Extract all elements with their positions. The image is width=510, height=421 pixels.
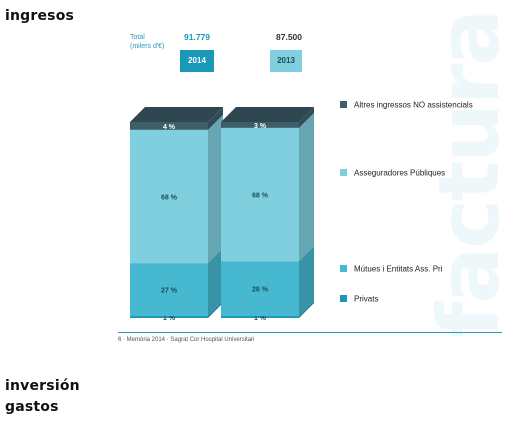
bar-segment-2013-mutues bbox=[221, 261, 299, 317]
bar-segment-2013-privats bbox=[221, 316, 299, 318]
bar-side-2013-asseguradores bbox=[299, 112, 314, 262]
year-label-2013: 2013 bbox=[270, 50, 302, 72]
bar-top-2013 bbox=[221, 107, 314, 122]
legend-swatch-mutues bbox=[340, 265, 347, 272]
total-label: Total (milers d'€) bbox=[130, 33, 190, 51]
legend-swatch-privats bbox=[340, 295, 347, 302]
section-heading-gastos: gastos bbox=[5, 399, 59, 415]
total-value-2013: 87.500 bbox=[276, 32, 302, 42]
legend-swatch-asseguradores bbox=[340, 169, 347, 176]
bar-side-2014-mutues bbox=[208, 248, 223, 317]
bar-segment-2014-asseguradores bbox=[130, 129, 208, 264]
data-label-2014-privats: 1 % bbox=[163, 315, 176, 322]
data-label-2014-altres: 4 % bbox=[163, 124, 176, 131]
bar-segment-2014-altres bbox=[130, 122, 208, 130]
legend-label-asseguradores: Asseguradores Públiques bbox=[354, 169, 445, 178]
bar-segment-2013-asseguradores bbox=[221, 127, 299, 262]
footer-divider bbox=[118, 332, 502, 333]
legend-label-mutues: Mútues i Entitats Ass. Pri bbox=[354, 265, 443, 274]
bar-side-2014-privats bbox=[208, 301, 223, 318]
total-value-2014: 91.779 bbox=[184, 32, 210, 42]
legend-swatch-altres bbox=[340, 101, 347, 108]
data-label-2014-asseguradores: 68 % bbox=[161, 194, 178, 201]
bar-segment-2014-privats bbox=[130, 316, 208, 318]
legend-label-altres: Altres ingressos NO assistencials bbox=[354, 101, 473, 110]
data-label-2014-mutues: 27 % bbox=[161, 288, 178, 295]
total-label-text: Total bbox=[130, 34, 145, 41]
footer-text: 6 · Memòria 2014 · Sagrat Cor Hospital U… bbox=[118, 337, 255, 343]
bar-side-2013-privats bbox=[299, 301, 314, 318]
total-unit-text: (milers d'€) bbox=[130, 43, 165, 50]
bar-segment-2013-altres bbox=[221, 122, 299, 128]
bar-top-2014 bbox=[130, 107, 223, 122]
data-label-2013-mutues: 28 % bbox=[252, 287, 269, 294]
bar-side-2013-altres bbox=[299, 107, 314, 128]
bar-side-2014-altres bbox=[208, 107, 223, 130]
data-label-2013-altres: 3 % bbox=[254, 123, 267, 130]
section-heading-ingresos: ingresos bbox=[5, 8, 75, 24]
bar-segment-2014-mutues bbox=[130, 263, 208, 317]
bar-side-2013-mutues bbox=[299, 246, 314, 317]
data-label-2013-privats: 1 % bbox=[254, 315, 267, 322]
year-label-2014: 2014 bbox=[180, 50, 214, 72]
bar-side-2014-asseguradores bbox=[208, 114, 223, 264]
legend-label-privats: Privats bbox=[354, 295, 378, 304]
section-heading-inversion: inversión bbox=[5, 378, 80, 394]
data-label-2013-asseguradores: 68 % bbox=[252, 193, 269, 200]
